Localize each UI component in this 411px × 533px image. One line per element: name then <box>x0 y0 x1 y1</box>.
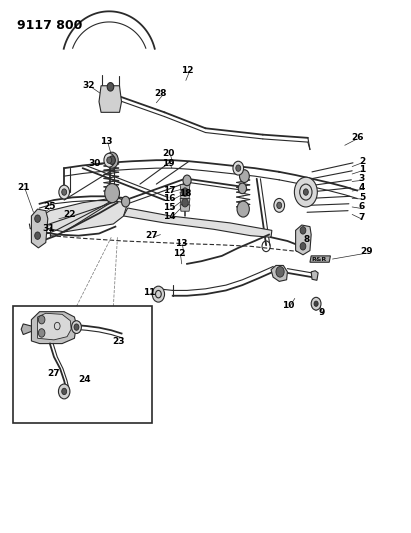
Circle shape <box>74 324 79 330</box>
Bar <box>13 306 152 423</box>
Circle shape <box>277 202 282 208</box>
Text: 32: 32 <box>83 81 95 90</box>
Circle shape <box>62 189 67 195</box>
Text: 31: 31 <box>43 224 55 233</box>
Polygon shape <box>180 184 190 191</box>
Text: 28: 28 <box>154 89 167 98</box>
Polygon shape <box>296 225 311 255</box>
Text: 10: 10 <box>282 301 294 310</box>
Circle shape <box>105 183 120 203</box>
Circle shape <box>311 297 321 310</box>
Text: 4: 4 <box>359 183 365 192</box>
Text: 17: 17 <box>163 186 176 195</box>
Circle shape <box>182 198 188 207</box>
Polygon shape <box>31 312 76 344</box>
Text: 14: 14 <box>163 212 176 221</box>
Polygon shape <box>310 256 330 262</box>
Circle shape <box>58 384 70 399</box>
Text: 25: 25 <box>43 202 55 211</box>
Text: 19: 19 <box>162 159 175 168</box>
Text: 12: 12 <box>173 249 185 258</box>
Circle shape <box>294 177 317 207</box>
Circle shape <box>303 189 308 195</box>
Circle shape <box>182 188 188 196</box>
Text: 18: 18 <box>179 189 191 198</box>
Circle shape <box>236 165 241 171</box>
Circle shape <box>122 196 130 207</box>
Circle shape <box>238 183 247 193</box>
Circle shape <box>35 215 40 222</box>
Polygon shape <box>99 86 122 112</box>
Text: 8: 8 <box>304 236 310 245</box>
Circle shape <box>300 243 306 250</box>
Polygon shape <box>124 208 272 237</box>
Circle shape <box>38 329 45 337</box>
Polygon shape <box>31 209 48 248</box>
Circle shape <box>274 198 284 212</box>
Polygon shape <box>180 192 190 198</box>
Circle shape <box>233 161 244 175</box>
Text: 1: 1 <box>359 165 365 174</box>
Circle shape <box>276 266 284 277</box>
Circle shape <box>38 316 45 324</box>
Text: 13: 13 <box>175 239 187 248</box>
Text: R&R: R&R <box>312 256 327 262</box>
Circle shape <box>62 388 67 394</box>
Circle shape <box>106 152 118 168</box>
Circle shape <box>109 156 115 165</box>
Circle shape <box>107 83 114 91</box>
Text: 9: 9 <box>319 308 325 317</box>
Polygon shape <box>180 198 190 205</box>
Circle shape <box>183 175 191 185</box>
Text: 12: 12 <box>181 67 193 75</box>
Polygon shape <box>37 197 128 232</box>
Text: 27: 27 <box>47 369 60 378</box>
Polygon shape <box>37 313 71 340</box>
Text: 22: 22 <box>63 210 76 219</box>
Text: 13: 13 <box>100 137 113 146</box>
Text: 29: 29 <box>360 247 372 256</box>
Text: 21: 21 <box>17 183 30 192</box>
Text: 15: 15 <box>163 203 176 212</box>
Polygon shape <box>180 205 190 211</box>
Circle shape <box>240 169 249 182</box>
Text: 26: 26 <box>351 133 363 142</box>
Circle shape <box>107 157 112 164</box>
Text: 24: 24 <box>79 375 91 384</box>
Text: 30: 30 <box>88 159 100 168</box>
Circle shape <box>72 321 81 334</box>
Circle shape <box>314 301 318 306</box>
Text: 3: 3 <box>359 174 365 183</box>
Text: 16: 16 <box>163 195 176 204</box>
Circle shape <box>59 185 69 199</box>
Text: 2: 2 <box>359 157 365 166</box>
Text: 11: 11 <box>143 287 155 296</box>
Text: 9117 800: 9117 800 <box>17 19 83 33</box>
Text: 27: 27 <box>145 231 158 240</box>
Text: 23: 23 <box>113 337 125 346</box>
Text: 6: 6 <box>359 203 365 212</box>
Circle shape <box>300 227 306 234</box>
Circle shape <box>152 286 164 302</box>
Text: 20: 20 <box>162 149 175 158</box>
Circle shape <box>104 154 115 167</box>
Polygon shape <box>271 265 287 281</box>
Circle shape <box>237 201 249 217</box>
Text: 5: 5 <box>359 193 365 202</box>
Polygon shape <box>311 271 318 280</box>
Circle shape <box>35 232 40 239</box>
Text: 7: 7 <box>359 213 365 222</box>
Polygon shape <box>21 324 31 335</box>
